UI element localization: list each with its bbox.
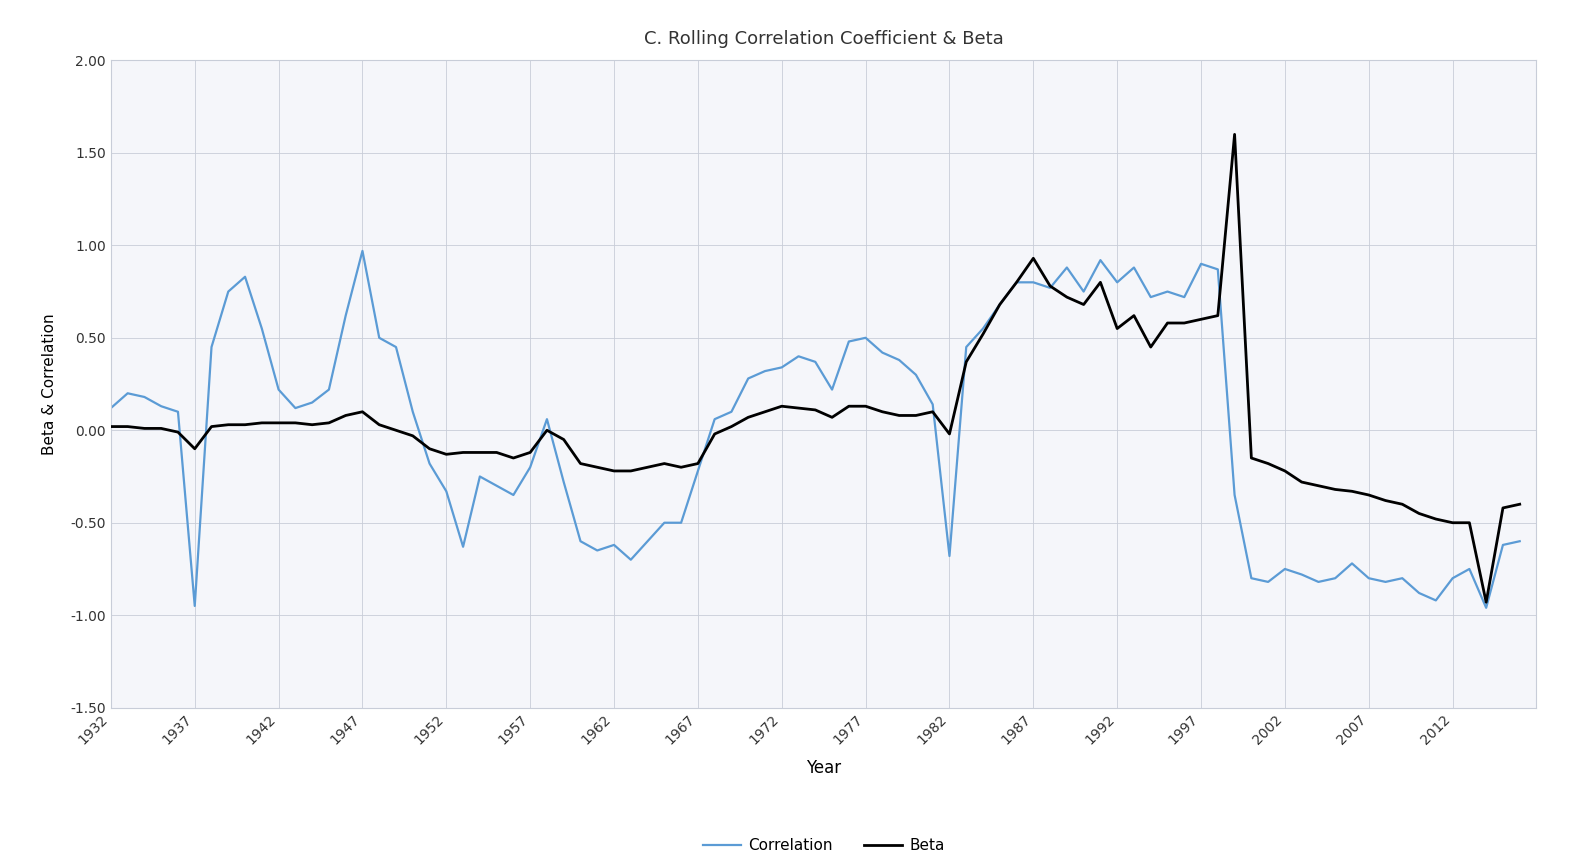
Correlation bbox=[537, 414, 556, 425]
Correlation bbox=[822, 384, 841, 394]
Line: Correlation: Correlation bbox=[111, 251, 1519, 608]
Correlation bbox=[353, 246, 372, 256]
Beta bbox=[806, 405, 825, 415]
Beta bbox=[1510, 499, 1529, 509]
Beta bbox=[521, 447, 540, 457]
Beta bbox=[588, 462, 607, 472]
Correlation bbox=[554, 477, 573, 488]
Beta bbox=[1443, 518, 1462, 528]
Correlation bbox=[101, 403, 120, 413]
Beta bbox=[537, 425, 556, 436]
Correlation bbox=[336, 311, 355, 321]
Beta bbox=[101, 421, 120, 432]
Legend: Correlation, Beta: Correlation, Beta bbox=[697, 832, 950, 859]
Correlation bbox=[605, 539, 624, 550]
Correlation bbox=[1510, 536, 1529, 546]
Correlation bbox=[1476, 602, 1495, 613]
X-axis label: Year: Year bbox=[806, 759, 841, 777]
Beta bbox=[1224, 129, 1243, 140]
Correlation bbox=[1443, 573, 1462, 583]
Beta bbox=[336, 410, 355, 420]
Title: C. Rolling Correlation Coefficient & Beta: C. Rolling Correlation Coefficient & Bet… bbox=[643, 29, 1004, 47]
Beta bbox=[1476, 597, 1495, 608]
Line: Beta: Beta bbox=[111, 135, 1519, 602]
Y-axis label: Beta & Correlation: Beta & Correlation bbox=[41, 313, 57, 455]
